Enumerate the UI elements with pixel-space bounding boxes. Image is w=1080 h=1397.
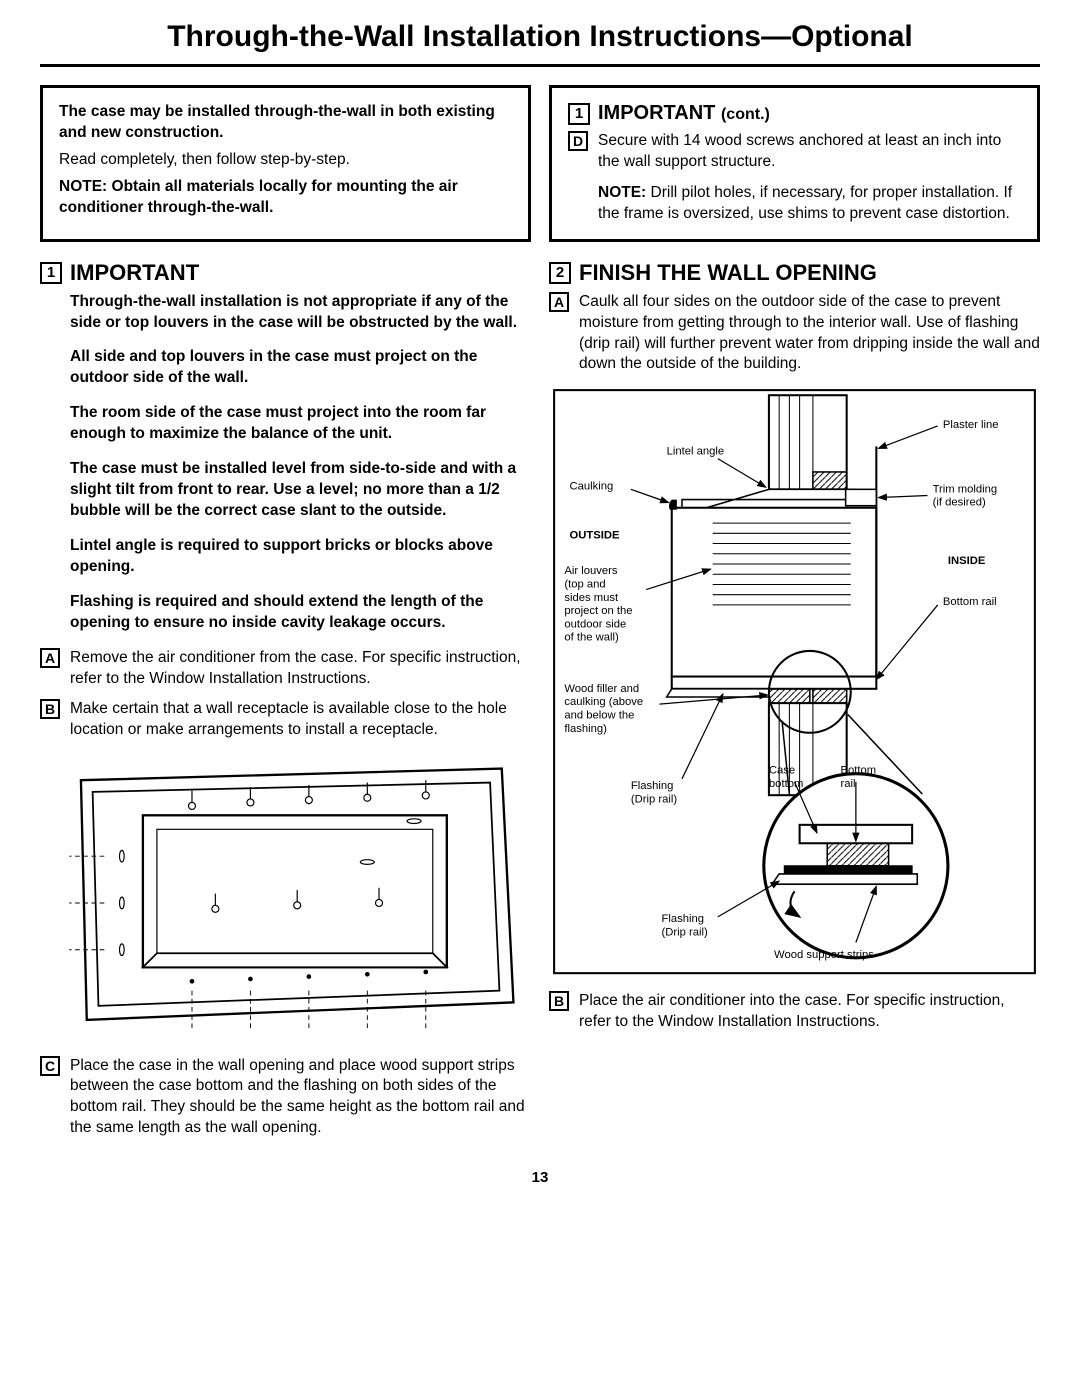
left-column: The case may be installed through-the-wa…: [40, 85, 531, 1151]
label-louvers-2: (top and: [564, 579, 605, 591]
label-louvers-6: of the wall): [564, 632, 619, 644]
section-1-bullets: Through-the-wall installation is not app…: [70, 292, 531, 634]
section-1cont-title: IMPORTANT (cont.): [598, 102, 770, 125]
bullet: All side and top louvers in the case mus…: [70, 347, 531, 389]
section-1: 1 IMPORTANT Through-the-wall installatio…: [40, 260, 531, 1140]
note-bold: NOTE:: [598, 184, 646, 201]
label-cb-2: bottom: [769, 778, 803, 790]
label-br2a: Bottom: [841, 765, 877, 777]
label-cb-1: Case: [769, 765, 795, 777]
step-d-row: D Secure with 14 wood screws anchored at…: [568, 131, 1021, 173]
bullet: Lintel angle is required to support bric…: [70, 536, 531, 578]
case-frame-diagram: [40, 751, 531, 1043]
step-a-row: A Remove the air conditioner from the ca…: [40, 648, 531, 690]
section-1cont-number: 1: [568, 103, 590, 125]
bullet: The room side of the case must project i…: [70, 403, 531, 445]
section-2-title: FINISH THE WALL OPENING: [579, 260, 877, 286]
label-louvers-5: outdoor side: [564, 619, 626, 631]
section-2-number: 2: [549, 262, 571, 284]
section-2-header: 2 FINISH THE WALL OPENING: [549, 260, 1040, 286]
section-1cont-title-text: IMPORTANT: [598, 102, 715, 124]
page-title: Through-the-Wall Installation Instructio…: [40, 20, 1040, 67]
step-letter-2a: A: [549, 292, 569, 312]
step-b-text: Make certain that a wall receptacle is a…: [70, 699, 531, 741]
label-louvers-3: sides must: [564, 592, 619, 604]
label-flash-4: (Drip rail): [662, 927, 709, 939]
label-wood-support: Wood support strips: [774, 949, 874, 961]
page-number: 13: [40, 1169, 1040, 1186]
label-flash-3: Flashing: [662, 913, 705, 925]
label-outside: OUTSIDE: [569, 530, 620, 542]
step-2a-text: Caulk all four sides on the outdoor side…: [579, 292, 1040, 376]
label-plaster-line: Plaster line: [943, 419, 999, 431]
section-1-header: 1 IMPORTANT: [40, 260, 531, 286]
label-wf-3: and below the: [564, 710, 634, 722]
wall-section-diagram: Plaster line Lintel angle Caulking Trim …: [549, 385, 1040, 978]
label-br2b: rail: [841, 778, 856, 790]
step-d-text: Secure with 14 wood screws anchored at l…: [598, 131, 1021, 173]
intro-line-1: The case may be installed through-the-wa…: [59, 102, 512, 144]
step-letter-d: D: [568, 131, 588, 151]
main-columns: The case may be installed through-the-wa…: [40, 85, 1040, 1151]
label-flash-1: Flashing: [631, 780, 674, 792]
intro-line-3: NOTE: Obtain all materials locally for m…: [59, 177, 512, 219]
step-c-row: C Place the case in the wall opening and…: [40, 1056, 531, 1140]
step-2b-text: Place the air conditioner into the case.…: [579, 991, 1040, 1033]
step-letter-a: A: [40, 648, 60, 668]
label-trim-1: Trim molding: [933, 484, 998, 496]
section-1-cont-box: 1 IMPORTANT (cont.) D Secure with 14 woo…: [549, 85, 1040, 242]
intro-box: The case may be installed through-the-wa…: [40, 85, 531, 242]
step-letter-c: C: [40, 1056, 60, 1076]
section-1cont-header: 1 IMPORTANT (cont.): [568, 102, 1021, 125]
step-2b-row: B Place the air conditioner into the cas…: [549, 991, 1040, 1033]
right-column: 1 IMPORTANT (cont.) D Secure with 14 woo…: [549, 85, 1040, 1151]
step-2a-row: A Caulk all four sides on the outdoor si…: [549, 292, 1040, 376]
step-letter-2b: B: [549, 991, 569, 1011]
bullet: Through-the-wall installation is not app…: [70, 292, 531, 334]
label-lintel-angle: Lintel angle: [667, 446, 725, 458]
bullet: Flashing is required and should extend t…: [70, 592, 531, 634]
step-a-text: Remove the air conditioner from the case…: [70, 648, 531, 690]
label-wf-4: flashing): [564, 723, 607, 735]
label-inside: INSIDE: [948, 555, 986, 567]
bullet: The case must be installed level from si…: [70, 459, 531, 522]
label-wf-2: caulking (above: [564, 697, 643, 709]
step-letter-b: B: [40, 699, 60, 719]
section-1cont-cont: (cont.): [721, 106, 770, 123]
label-caulking: Caulking: [569, 481, 613, 493]
section-1-title: IMPORTANT: [70, 260, 199, 286]
section-1cont-note: NOTE: Drill pilot holes, if necessary, f…: [598, 183, 1021, 225]
label-flash-2: (Drip rail): [631, 794, 678, 806]
label-wf-1: Wood filler and: [564, 683, 639, 695]
section-1-number: 1: [40, 262, 62, 284]
label-trim-2: (if desired): [933, 497, 986, 509]
label-bottom-rail: Bottom rail: [943, 596, 997, 608]
label-louvers-4: project on the: [564, 606, 632, 618]
intro-line-2: Read completely, then follow step-by-ste…: [59, 150, 512, 171]
step-c-text: Place the case in the wall opening and p…: [70, 1056, 531, 1140]
step-b-row: B Make certain that a wall receptacle is…: [40, 699, 531, 741]
label-louvers-1: Air louvers: [564, 566, 618, 578]
note-rest: Drill pilot holes, if necessary, for pro…: [598, 184, 1012, 222]
section-2: 2 FINISH THE WALL OPENING A Caulk all fo…: [549, 260, 1040, 1033]
